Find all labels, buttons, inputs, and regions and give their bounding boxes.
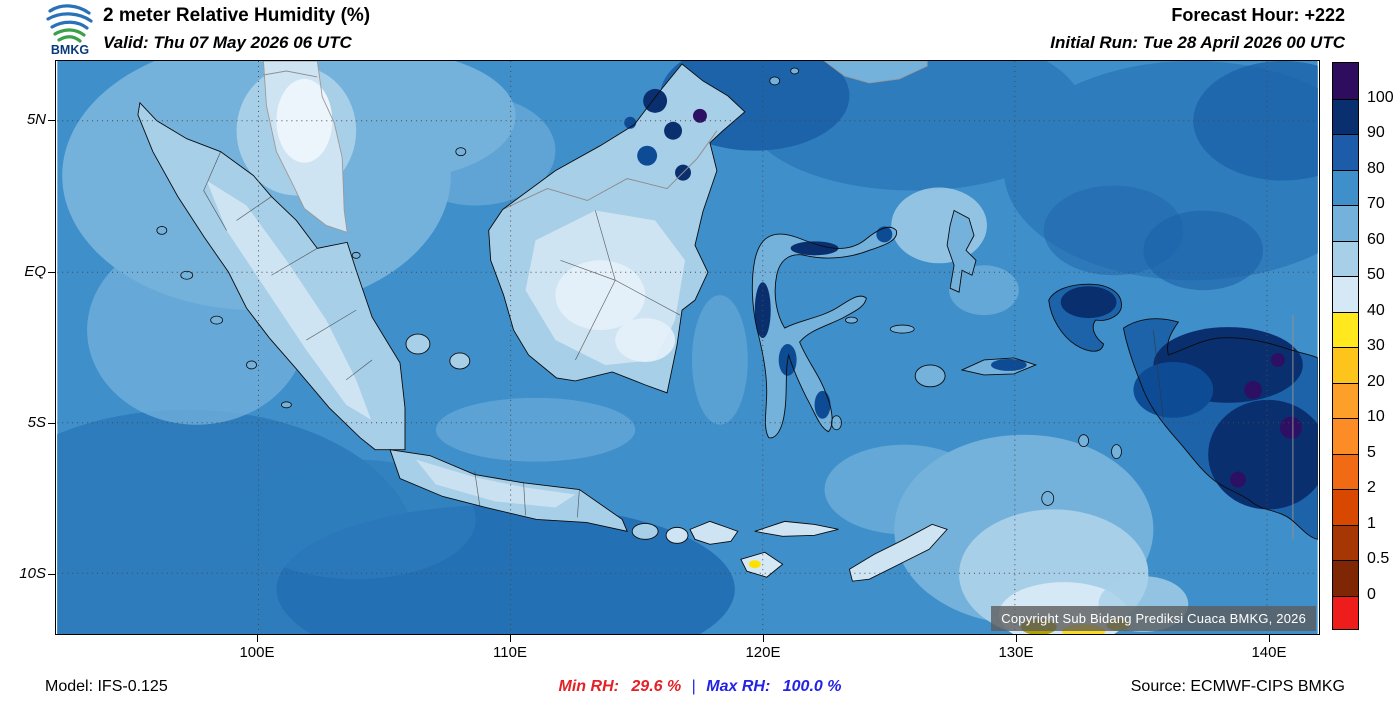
- lon-label-100e: 100E: [239, 644, 275, 661]
- colorbar-tick-label: 90: [1367, 124, 1385, 141]
- lon-tick: [510, 635, 511, 642]
- island-fills: [137, 61, 1318, 582]
- lat-tick: [48, 423, 55, 424]
- colorbar-tick-label: 40: [1367, 301, 1385, 319]
- lon-label-140e: 140E: [1251, 644, 1287, 661]
- colorbar-segment: [1333, 276, 1358, 312]
- lon-tick: [1016, 635, 1017, 642]
- colorbar-segment: [1333, 169, 1358, 205]
- colorbar-segment: [1333, 240, 1358, 276]
- colorbar-tick-label: 30: [1367, 337, 1385, 354]
- colorbar-tick-label: 80: [1367, 159, 1385, 177]
- country-borders: [263, 70, 1294, 540]
- colorbar: [1332, 62, 1359, 630]
- colorbar-segment: [1333, 453, 1358, 489]
- lat-label-10s: 10S: [19, 565, 46, 582]
- source-label: Source: ECMWF-CIPS BMKG: [1130, 678, 1345, 695]
- colorbar-segment: [1333, 347, 1358, 383]
- colorbar-segment: [1333, 595, 1358, 629]
- colorbar-segment: [1333, 524, 1358, 560]
- colorbar-segment: [1333, 382, 1358, 418]
- colorbar-tick-label: 20: [1367, 372, 1385, 390]
- colorbar-tick-label: 50: [1367, 266, 1385, 283]
- rh-extremes: Min RH: 29.6 % | Max RH: 100.0 %: [0, 678, 1400, 696]
- colorbar-tick-label: 1: [1367, 514, 1376, 532]
- initial-run: Initial Run: Tue 28 April 2026 00 UTC: [1050, 33, 1345, 52]
- colorbar-segment: [1333, 63, 1358, 99]
- colorbar-tick-label: 60: [1367, 230, 1385, 248]
- lat-tick: [48, 272, 55, 273]
- min-rh-label: Min RH:: [558, 678, 619, 695]
- colorbar-segment: [1333, 418, 1358, 454]
- colorbar-segment: [1333, 311, 1358, 347]
- colorbar-segment: [1333, 560, 1358, 596]
- colorbar-segment: [1333, 134, 1358, 170]
- valid-time: Valid: Thu 07 May 2026 06 UTC: [103, 33, 352, 52]
- map-frame: Copyright Sub Bidang Prediksi Cuaca BMKG…: [55, 60, 1320, 635]
- colorbar-tick-label: 5: [1367, 443, 1376, 461]
- colorbar-segment: [1333, 98, 1358, 134]
- gridlines: [57, 61, 1318, 634]
- lat-label-5n: 5N: [26, 111, 46, 128]
- colorbar-tick-label: 2: [1367, 479, 1376, 496]
- province-borders: [203, 151, 1164, 518]
- colorbar-segment: [1333, 205, 1358, 241]
- lat-label-eq: EQ: [24, 263, 46, 280]
- lon-tick: [763, 635, 764, 642]
- copyright-notice: Copyright Sub Bidang Prediksi Cuaca BMKG…: [991, 606, 1316, 631]
- bmkg-logo-text: BMKG: [51, 43, 89, 57]
- page-title: 2 meter Relative Humidity (%): [103, 5, 371, 26]
- colorbar-tick-label: 100: [1367, 88, 1394, 106]
- colorbar-tick-label: 0.5: [1367, 550, 1390, 567]
- colorbar-labels: 100 90 80 70 60 50 40 30 20 10 5 2 1 0.5 0: [1367, 0, 1400, 709]
- lon-tick: [1269, 635, 1270, 642]
- lat-tick: [48, 120, 55, 121]
- model-label: Model: IFS-0.125: [45, 678, 168, 695]
- max-rh-label: Max RH:: [706, 678, 771, 695]
- forecast-hour: Forecast Hour: +222: [1171, 5, 1345, 25]
- colorbar-tick-label: 10: [1367, 408, 1385, 425]
- colorbar-tick-label: 70: [1367, 195, 1385, 212]
- colorbar-tick-label: 0: [1367, 585, 1376, 603]
- lat-tick: [48, 574, 55, 575]
- lat-label-5s: 5S: [27, 414, 46, 431]
- bmkg-logo: BMKG: [46, 4, 93, 57]
- min-rh-value: 29.6 %: [631, 678, 682, 695]
- lon-tick: [257, 635, 258, 642]
- lon-label-120e: 120E: [745, 644, 781, 661]
- colorbar-segment: [1333, 489, 1358, 525]
- min-max-separator: |: [691, 678, 696, 695]
- lon-label-130e: 130E: [998, 644, 1034, 661]
- lon-label-110e: 110E: [493, 644, 527, 661]
- max-rh-value: 100.0 %: [782, 678, 842, 695]
- small-islands: [156, 67, 1122, 506]
- humidity-map: [57, 61, 1318, 634]
